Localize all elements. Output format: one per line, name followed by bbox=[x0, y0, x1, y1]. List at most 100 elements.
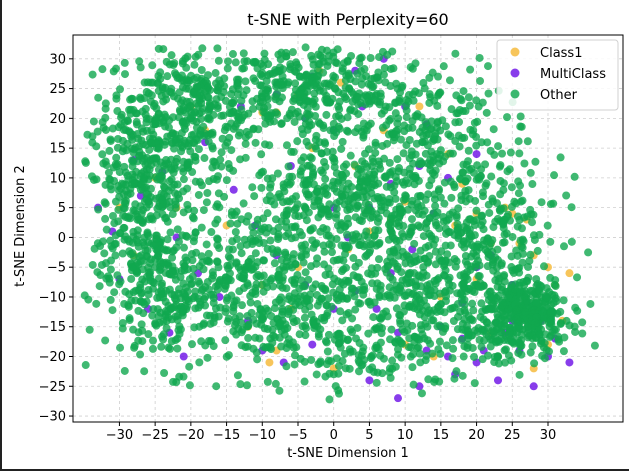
point-other bbox=[472, 206, 481, 215]
point-other bbox=[116, 85, 125, 94]
point-other bbox=[523, 137, 532, 146]
point-other bbox=[507, 281, 516, 290]
point-other bbox=[451, 49, 460, 58]
point-other bbox=[232, 75, 241, 84]
point-other bbox=[221, 96, 230, 105]
point-other bbox=[353, 273, 362, 282]
point-other bbox=[247, 308, 256, 317]
point-other bbox=[324, 57, 333, 66]
point-other bbox=[398, 178, 407, 187]
point-other bbox=[464, 186, 473, 195]
point-other bbox=[271, 379, 280, 388]
point-other bbox=[538, 351, 547, 360]
point-other bbox=[224, 264, 233, 273]
point-other bbox=[257, 168, 266, 177]
point-other bbox=[281, 250, 290, 259]
point-other bbox=[343, 336, 352, 345]
point-other bbox=[443, 250, 452, 259]
point-other bbox=[144, 330, 153, 339]
point-other bbox=[526, 168, 535, 177]
point-other bbox=[175, 372, 184, 381]
point-other bbox=[209, 299, 218, 308]
point-other bbox=[129, 325, 138, 334]
point-other bbox=[120, 197, 129, 206]
point-other bbox=[506, 148, 515, 157]
point-other bbox=[353, 323, 362, 332]
point-other bbox=[331, 382, 340, 391]
y-axis-ticks: −30 −25 −20 −15 −10 −5 0 5 10 15 20 25 30 bbox=[39, 52, 73, 425]
point-other bbox=[477, 342, 486, 351]
point-other bbox=[421, 195, 430, 204]
point-other bbox=[567, 203, 576, 212]
point-other bbox=[498, 149, 507, 158]
point-other bbox=[441, 122, 450, 131]
point-other bbox=[370, 231, 379, 240]
point-other bbox=[213, 200, 222, 209]
point-other bbox=[249, 228, 258, 237]
point-other bbox=[229, 303, 238, 312]
point-other bbox=[402, 279, 411, 288]
point-other bbox=[358, 157, 367, 166]
point-other bbox=[308, 284, 317, 293]
x-tick-label: −20 bbox=[177, 428, 204, 443]
x-tick-label: 30 bbox=[540, 428, 557, 443]
point-other bbox=[273, 169, 282, 178]
point-other bbox=[148, 61, 157, 70]
point-other bbox=[546, 331, 555, 340]
point-other bbox=[259, 238, 268, 247]
point-other bbox=[251, 138, 260, 147]
x-tick-label: −25 bbox=[141, 428, 168, 443]
point-other bbox=[550, 171, 559, 180]
point-other bbox=[102, 161, 111, 170]
point-other bbox=[425, 73, 434, 82]
point-other bbox=[277, 119, 286, 128]
point-other bbox=[338, 64, 347, 73]
point-other bbox=[93, 127, 102, 136]
point-other bbox=[194, 277, 203, 286]
point-other bbox=[335, 105, 344, 114]
point-other bbox=[92, 299, 101, 308]
point-other bbox=[307, 154, 316, 163]
point-other bbox=[112, 153, 121, 162]
point-other bbox=[322, 110, 331, 119]
point-other bbox=[138, 326, 147, 335]
point-other bbox=[149, 120, 158, 129]
point-other bbox=[222, 352, 231, 361]
point-other bbox=[328, 248, 337, 257]
point-other bbox=[522, 290, 531, 299]
point-other bbox=[440, 288, 449, 297]
point-other bbox=[88, 260, 97, 269]
point-other bbox=[328, 280, 337, 289]
point-other bbox=[203, 353, 212, 362]
point-other bbox=[225, 245, 234, 254]
point-other bbox=[106, 181, 115, 190]
point-other bbox=[383, 50, 392, 59]
point-other bbox=[370, 95, 379, 104]
point-other bbox=[437, 256, 446, 265]
point-other bbox=[192, 117, 201, 126]
point-other bbox=[520, 159, 529, 168]
point-other bbox=[269, 331, 278, 340]
point-other bbox=[394, 167, 403, 176]
point-other bbox=[283, 339, 292, 348]
point-other bbox=[217, 148, 226, 157]
point-other bbox=[302, 250, 311, 259]
point-other bbox=[433, 117, 442, 126]
point-other bbox=[207, 228, 216, 237]
point-other bbox=[516, 122, 525, 131]
point-other bbox=[171, 267, 180, 276]
point-other bbox=[485, 304, 494, 313]
point-other bbox=[378, 123, 387, 132]
point-other bbox=[160, 369, 169, 378]
point-other bbox=[364, 200, 373, 209]
point-other bbox=[479, 281, 488, 290]
point-other bbox=[129, 288, 138, 297]
point-other bbox=[440, 199, 449, 208]
point-other bbox=[422, 219, 431, 228]
point-other bbox=[223, 57, 232, 66]
point-other bbox=[92, 142, 101, 151]
point-other bbox=[523, 329, 532, 338]
point-other bbox=[133, 215, 142, 224]
point-other bbox=[175, 88, 184, 97]
point-other bbox=[459, 87, 468, 96]
